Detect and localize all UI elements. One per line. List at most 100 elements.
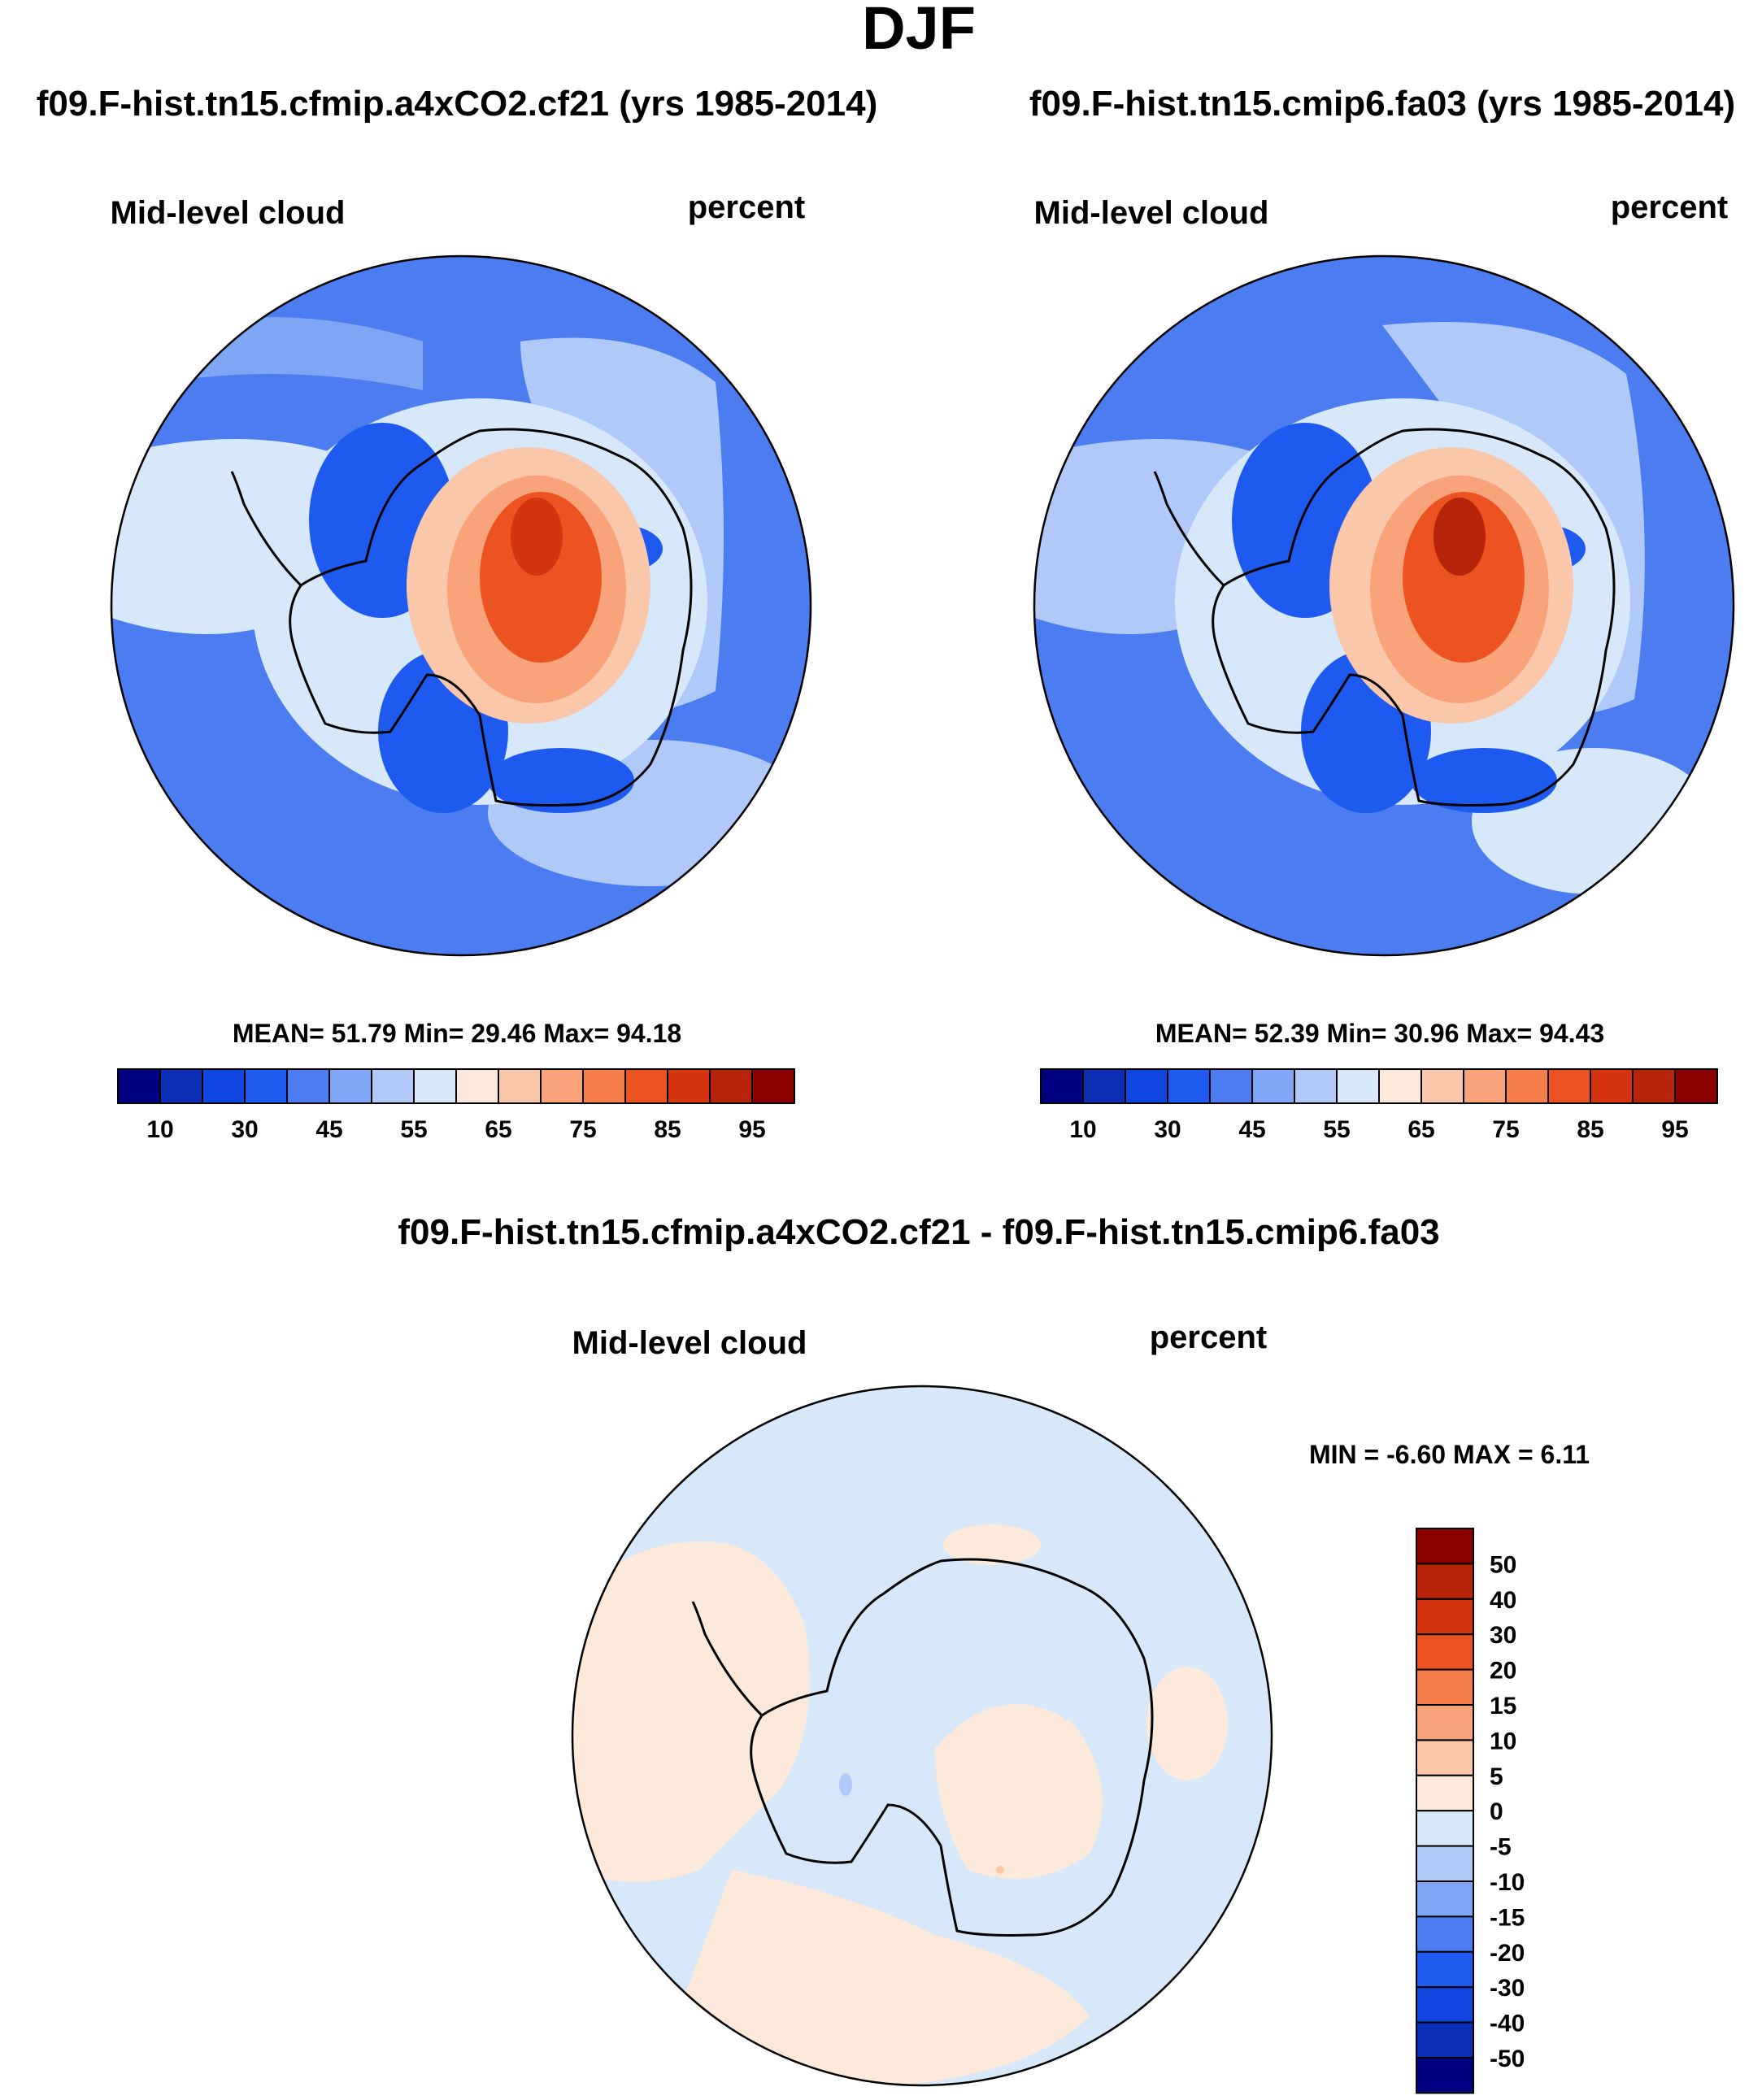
panel-test-min-value: 29.46	[471, 1019, 536, 1048]
colorbar-tick-label: 20	[1490, 1658, 1516, 1685]
colorbar-tick-label: -10	[1490, 1869, 1525, 1896]
panel-difference-max-value: 6.11	[1541, 1440, 1590, 1469]
colorbar-tick-label: 10	[1490, 1728, 1516, 1754]
panel-control-peninsula	[1153, 471, 1225, 587]
panel-control-min-label: Min=	[1327, 1019, 1387, 1048]
colorbar-swatch	[1416, 1668, 1474, 1707]
colorbar-swatch	[667, 1068, 711, 1104]
colorbar-swatch	[709, 1068, 753, 1104]
panel-difference-variable-label: Mid-level cloud	[572, 1325, 807, 1361]
panel-difference-map	[572, 1386, 1272, 2085]
colorbar-swatch	[1632, 1068, 1676, 1104]
panel-difference-positive-south	[683, 1870, 1090, 2085]
colorbar-tick-label: 50	[1490, 1551, 1516, 1578]
colorbar-swatch	[371, 1068, 415, 1104]
colorbar-tick-label: 10	[1069, 1116, 1096, 1143]
colorbar-tick-label: -30	[1490, 1975, 1525, 2002]
panel-control-variable-label: Mid-level cloud	[1034, 195, 1269, 231]
panel-difference-positive-west	[572, 1541, 810, 1882]
panel-test-map-border	[110, 254, 812, 957]
colorbar-swatch	[328, 1068, 372, 1104]
panel-test-units-label: percent	[688, 189, 806, 225]
panel-test-stats: MEAN= 51.79 Min= 29.46 Max= 94.18	[233, 1019, 681, 1048]
panel-difference-max-label: MAX =	[1453, 1440, 1534, 1469]
colorbar-swatch	[1416, 1950, 1474, 1989]
panel-difference-positive-north	[943, 1524, 1041, 1565]
colorbar-tick-label: -50	[1490, 2046, 1525, 2072]
colorbar-swatch	[1416, 1915, 1474, 1953]
colorbar-tick-label: 65	[1407, 1116, 1434, 1143]
colorbar-swatch	[1416, 1810, 1474, 1847]
colorbar-tick-label: 15	[1490, 1693, 1516, 1720]
panel-test-colorbar: 10 30 45 55 65 75 85 95	[117, 1068, 795, 1143]
panel-test-min-label: Min=	[404, 1019, 464, 1048]
colorbar-swatch	[1416, 1528, 1474, 1565]
panel-difference-min-spot	[839, 1773, 852, 1796]
colorbar-tick-label: 55	[1323, 1116, 1350, 1143]
panel-difference-stats: MIN = -6.60 MAX = 6.11	[1309, 1440, 1590, 1469]
colorbar-tick-label: 75	[569, 1116, 596, 1143]
panel-test-max-value: 94.18	[616, 1019, 681, 1048]
colorbar-swatch	[1590, 1068, 1634, 1104]
panel-control-low-cloud-south	[1411, 748, 1557, 813]
colorbar-tick-label: 40	[1490, 1587, 1516, 1614]
panel-difference-min-label: MIN =	[1309, 1440, 1379, 1469]
colorbar-tick-label: 30	[231, 1116, 258, 1143]
panel-test-high-cloud-4	[511, 498, 563, 576]
panel-control: f09.F-hist.tn15.cmip6.fa03 (yrs 1985-201…	[1029, 84, 1735, 1143]
colorbar-tick-label: -20	[1490, 1940, 1525, 1967]
panel-difference-units-label: percent	[1150, 1320, 1268, 1355]
colorbar-swatch	[244, 1068, 288, 1104]
colorbar-swatch	[202, 1068, 246, 1104]
colorbar-tick-label: 30	[1154, 1116, 1181, 1143]
panel-difference-min-value: -6.60	[1386, 1440, 1446, 1469]
colorbar-swatch	[1420, 1068, 1464, 1104]
colorbar-tick-label: 65	[485, 1116, 511, 1143]
panel-difference: f09.F-hist.tn15.cfmip.a4xCO2.cf21 - f09.…	[398, 1212, 1590, 2094]
colorbar-swatch	[413, 1068, 457, 1104]
panel-control-coastline	[1212, 428, 1616, 807]
colorbar-swatch	[1416, 1986, 1474, 2024]
colorbar-tick-label: -40	[1490, 2011, 1525, 2037]
colorbar-swatch	[1167, 1068, 1211, 1104]
panel-control-stats: MEAN= 52.39 Min= 30.96 Max= 94.43	[1155, 1019, 1604, 1048]
panel-control-high-cloud-4	[1434, 498, 1486, 576]
panel-control-mean-label: MEAN=	[1155, 1019, 1247, 1048]
colorbar-swatch	[455, 1068, 499, 1104]
colorbar-swatch	[1125, 1068, 1168, 1104]
colorbar-swatch	[1378, 1068, 1422, 1104]
colorbar-tick-label: 85	[654, 1116, 681, 1143]
panel-control-min-value: 30.96	[1394, 1019, 1459, 1048]
panel-difference-map-border	[571, 1385, 1273, 2087]
panel-difference-max-spot	[996, 1866, 1004, 1874]
panel-difference-positive-plateau	[935, 1704, 1103, 1880]
colorbar-swatch	[1416, 1880, 1474, 1918]
panel-control-colorbar: 10 30 45 55 65 75 85 95	[1040, 1068, 1718, 1143]
panel-test: f09.F-hist.tn15.cfmip.a4xCO2.cf21 (yrs 1…	[37, 84, 877, 1143]
panel-difference-peninsula	[691, 1601, 764, 1717]
panel-control-map	[1034, 256, 1734, 955]
colorbar-tick-label: 10	[146, 1116, 173, 1143]
colorbar-swatch	[1251, 1068, 1295, 1104]
colorbar-swatch	[498, 1068, 542, 1104]
colorbar-swatch	[1294, 1068, 1338, 1104]
colorbar-swatch	[1209, 1068, 1253, 1104]
colorbar-swatch	[1416, 1774, 1474, 1812]
colorbar-tick-label: 45	[315, 1116, 342, 1143]
colorbar-swatch	[1463, 1068, 1507, 1104]
colorbar-swatch	[159, 1068, 203, 1104]
colorbar-tick-label: -5	[1490, 1834, 1512, 1861]
colorbar-swatch	[286, 1068, 330, 1104]
colorbar-tick-label: 85	[1577, 1116, 1603, 1143]
panel-test-variable-label: Mid-level cloud	[111, 195, 346, 231]
panel-test-mean-value: 51.79	[332, 1019, 397, 1048]
colorbar-swatch	[1416, 1845, 1474, 1883]
panel-test-max-label: Max=	[543, 1019, 609, 1048]
panel-control-max-label: Max=	[1466, 1019, 1532, 1048]
colorbar-tick-label: 95	[1661, 1116, 1688, 1143]
colorbar-tick-label: -15	[1490, 1904, 1525, 1931]
colorbar-swatch	[1416, 1563, 1474, 1600]
colorbar-swatch	[1674, 1068, 1718, 1104]
colorbar-swatch	[624, 1068, 668, 1104]
